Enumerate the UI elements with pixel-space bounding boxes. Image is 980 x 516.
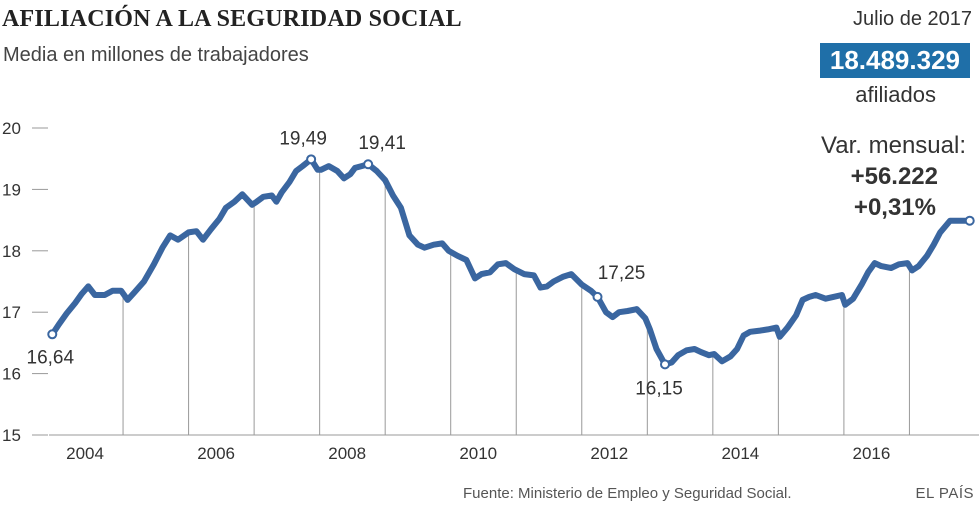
annotation-point — [964, 215, 975, 226]
annotation-label: 19,41 — [358, 133, 406, 154]
annotation-label: 16,15 — [635, 378, 683, 399]
y-tick-label: 15 — [2, 426, 21, 445]
annotation-label: 17,25 — [598, 263, 646, 284]
x-tick-label: 2010 — [459, 444, 497, 463]
panel-var-absolute: +56.222 — [850, 163, 938, 190]
chart-title: AFILIACIÓN A LA SEGURIDAD SOCIAL — [2, 6, 462, 32]
annotation-point — [363, 159, 374, 170]
annotation-point — [47, 329, 58, 340]
series-line — [49, 156, 973, 368]
x-tick-label: 2004 — [66, 444, 104, 463]
annotation-point — [306, 154, 317, 165]
brand-logo: EL PAÍS — [915, 485, 974, 502]
y-tick-label: 18 — [2, 242, 21, 261]
chart-subtitle: Media en millones de trabajadores — [3, 44, 309, 66]
annotation-point — [660, 359, 670, 370]
y-tick-label: 19 — [2, 180, 21, 199]
y-tick-label: 17 — [2, 303, 21, 322]
x-tick-label: 2016 — [853, 444, 891, 463]
y-tick-label: 16 — [2, 365, 21, 384]
x-tick-label: 2008 — [328, 444, 366, 463]
panel-date: Julio de 2017 — [853, 8, 972, 30]
axis-ticks: 15 16 17 18 19 20 2004 2006 2008 2010 2012 2014 2016 — [2, 119, 979, 463]
annotations: 16,64 19,49 19,41 17,25 16,15 — [27, 128, 975, 399]
x-tick-label: 2006 — [197, 444, 235, 463]
grid-lines — [122, 169, 910, 435]
x-tick-label: 2014 — [721, 444, 759, 463]
annotation-label: 19,49 — [279, 128, 327, 149]
x-tick-label: 2012 — [590, 444, 628, 463]
panel-total-badge: 18.489.329 — [819, 43, 970, 78]
panel-var-percent: +0,31% — [853, 194, 936, 221]
annotation-label: 16,64 — [27, 347, 75, 368]
annotation-point — [592, 291, 603, 302]
panel-var-label: Var. mensual: — [821, 132, 966, 159]
source-note: Fuente: Ministerio de Empleo y Seguridad… — [463, 485, 792, 502]
y-tick-label: 20 — [2, 119, 21, 138]
panel-unit: afiliados — [855, 82, 936, 107]
series-path — [49, 156, 973, 368]
